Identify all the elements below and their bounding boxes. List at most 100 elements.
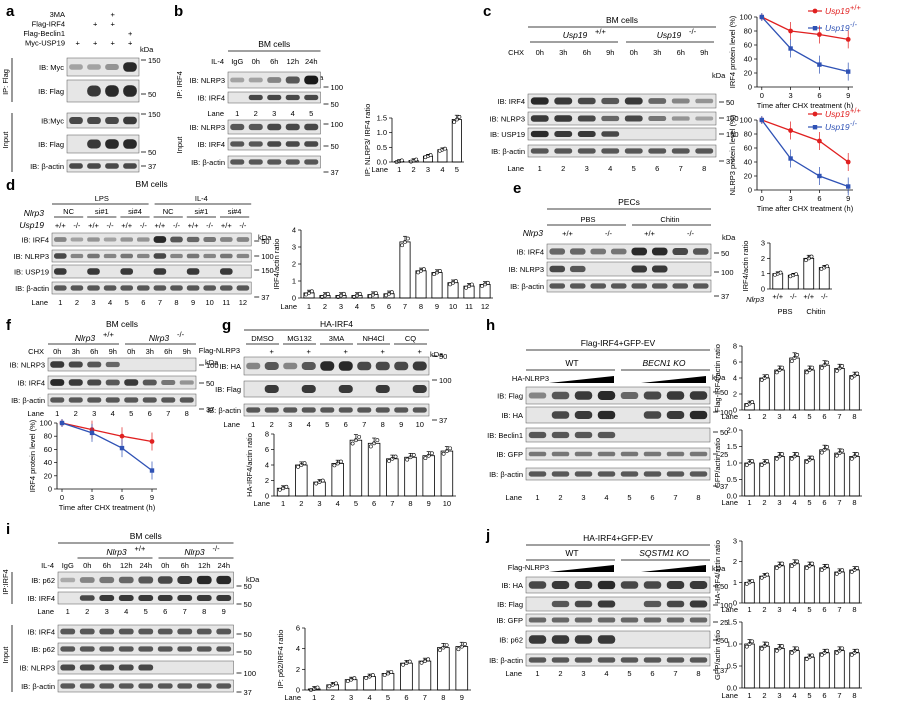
panel-h-row-label: IB: GFP — [496, 450, 523, 459]
panel-e-row-label: IB: β-actin — [510, 282, 544, 291]
panel-c-irf4-chart-data-point — [846, 69, 851, 74]
panel-i-chart-data-point — [352, 676, 357, 681]
panel-d-blot — [51, 249, 252, 263]
panel-h-blot — [525, 386, 711, 405]
panel-b-chart-data-point — [399, 158, 404, 163]
panel-j-gfp-chart-bar — [834, 650, 845, 689]
panel-h-flag-chart-data-point — [774, 370, 779, 375]
blot-band — [267, 77, 282, 83]
panel-j-geno: SQSTM1 KO — [639, 548, 689, 558]
blot-band — [99, 628, 115, 635]
panel-i-lane-number: 1 — [66, 607, 70, 616]
panel-j-blot-strip — [525, 596, 711, 612]
blot-band — [597, 580, 616, 590]
panel-g-chart-bar — [349, 439, 363, 497]
panel-e-letter: e — [513, 180, 521, 197]
blot-band — [87, 85, 101, 97]
blot-band — [666, 600, 685, 608]
blot-band — [620, 471, 639, 477]
panel-g-lane-number: 9 — [399, 420, 403, 429]
panel-f-time: 6h — [90, 347, 98, 356]
panel-i-lane-number: 7 — [183, 607, 187, 616]
panel-g-treatment: CQ — [405, 334, 416, 343]
panel-c-legend-sup: +/+ — [850, 106, 861, 115]
panel-c-irf4-chart-data-point — [845, 37, 851, 42]
blot-band — [338, 361, 353, 371]
blot-band — [601, 97, 620, 105]
panel-h-flag-chart-data-point — [804, 370, 809, 375]
panel-j-lane-number: 7 — [673, 669, 677, 678]
panel-f-mw-label: 100 — [206, 361, 219, 370]
panel-b-chart-bar-chart — [394, 115, 462, 164]
panel-g-chart-data-point — [284, 484, 289, 489]
panel-a-blot-strip — [66, 79, 140, 103]
blot-band — [549, 248, 566, 255]
panel-d-genotype: +/+ — [55, 221, 66, 230]
panel-h-gfp-chart-data-point — [834, 453, 839, 458]
panel-j-gfp-chart-lane-number: 2 — [762, 691, 766, 700]
blot-band — [597, 410, 616, 420]
panel-h-flag-chart-bar — [789, 357, 800, 411]
panel-i-chart-data-point — [444, 643, 449, 647]
panel-j-gfp-chart-bar — [774, 648, 785, 689]
panel-h-gfp-chart-data-point — [744, 463, 749, 467]
blot-band — [118, 595, 134, 601]
blot-band — [248, 141, 263, 147]
panel-h-gfp-chart-y-tick-label: 0.0 — [727, 492, 737, 501]
panel-h-gfp-chart-bar-chart — [744, 445, 860, 497]
panel-c-row-label: IB: β-actin — [491, 147, 525, 156]
panel-i-time: 6h — [181, 561, 189, 570]
blot-band — [105, 85, 119, 97]
panel-i-blot — [57, 660, 234, 675]
blot-band — [551, 411, 570, 419]
panel-c-nlrp3-chart-x-tick-label: 6 — [817, 194, 821, 203]
panel-h-gfp-chart-bar — [759, 462, 770, 497]
blot-band — [574, 411, 593, 419]
panel-e-mw-label: 50 — [721, 249, 729, 258]
blot-band — [601, 131, 620, 137]
panel-b-chart-y-tick-label: 0.5 — [377, 143, 387, 152]
blot-band — [285, 123, 300, 131]
blot-band — [246, 407, 261, 413]
panel-g-chart-data-point — [430, 451, 434, 456]
blot-band — [230, 77, 245, 83]
blot-band — [153, 253, 167, 259]
blot-band — [530, 115, 549, 122]
panel-j-ha-chart-lane-number: 8 — [852, 605, 856, 614]
panel-c-irf4-chart-data-point — [788, 28, 793, 34]
panel-i-chart-data-point — [382, 673, 387, 677]
panel-b-time: 6h — [270, 57, 278, 66]
panel-d-lane-number: 6 — [141, 298, 145, 307]
panel-c-chx: CHX — [508, 48, 524, 57]
panel-j-gfp-chart-data-point — [765, 641, 770, 646]
blot-band — [196, 575, 212, 585]
panel-b-chart-lane-label: Lane — [371, 165, 388, 174]
panel-e-row-label: IB: NLRP3 — [509, 265, 544, 274]
blot-band — [569, 248, 586, 255]
blot-band — [60, 664, 76, 671]
panel-f-chart-y-label: IRF4 protein level (%) — [28, 419, 37, 492]
blot-band — [689, 581, 708, 589]
blot-band — [79, 646, 95, 652]
blot-band — [375, 407, 390, 413]
panel-d-genotype: +/+ — [121, 221, 132, 230]
panel-j-gfp-chart-data-point — [819, 653, 824, 657]
panel-e-chart-data-point — [804, 258, 808, 263]
panel-j-lane-number: 4 — [604, 669, 608, 678]
panel-g-chart-data-point — [357, 434, 362, 439]
panel-c-lane-number: 2 — [561, 164, 565, 173]
blot-band — [267, 123, 282, 131]
blot-band — [246, 362, 261, 370]
panel-d-blot-strip — [51, 264, 252, 279]
panel-h-mw-label: 37 — [720, 482, 728, 491]
panel-j-gfp-chart-data-point — [855, 648, 860, 653]
panel-a-ip-group: IP: Flag — [1, 69, 10, 95]
panel-f-chart-y-tick-label: 80 — [44, 432, 52, 441]
panel-j-mw-label: 37 — [720, 666, 728, 675]
panel-b-time: IgG — [231, 57, 243, 66]
panel-i-lane-number: 8 — [202, 607, 206, 616]
panel-g-chart-data-point — [320, 478, 325, 483]
blot-band — [196, 628, 212, 635]
blot-band — [643, 617, 662, 623]
panel-d-chart-data-point — [421, 267, 426, 272]
